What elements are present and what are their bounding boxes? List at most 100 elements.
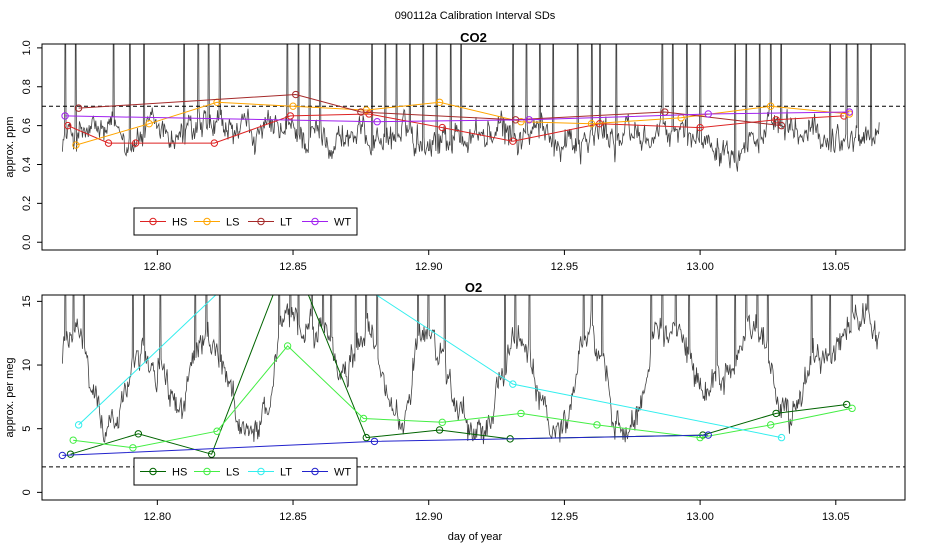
o2-series-ls-point — [517, 409, 525, 418]
co2-series-ls-point — [72, 141, 80, 149]
o2-y-tick-label: 15 — [21, 295, 33, 307]
o2-series-ls-point — [213, 427, 221, 435]
o2-series-hs-point — [134, 430, 143, 438]
o2-series-hs-point — [66, 450, 75, 458]
co2-y-axis-label: approx. ppm — [4, 116, 16, 177]
o2-series-ls-point — [129, 444, 137, 452]
co2-series-hs-line — [67, 113, 844, 144]
o2-series-lt-point — [509, 380, 517, 388]
co2-legend-wt-label: WT — [334, 217, 351, 229]
o2-series-ls-point — [283, 342, 292, 350]
o2-series-ls-point — [593, 421, 601, 429]
o2-legend-ls-marker — [203, 467, 211, 476]
o2-legend-wt-label: WT — [334, 467, 351, 479]
co2-x-tick-label: 12.90 — [415, 261, 443, 273]
co2-series-ls-point — [289, 102, 297, 110]
o2-x-tick-label: 13.00 — [686, 511, 714, 523]
co2-y-tick-label: 0.0 — [21, 235, 33, 250]
x-axis-label: day of year — [448, 531, 503, 543]
o2-series-ls-point — [696, 433, 704, 442]
o2-x-tick-label: 12.90 — [415, 511, 443, 523]
o2-series-lt-point — [777, 433, 786, 442]
co2-plot-frame — [41, 43, 906, 251]
co2-y-tick-label: 0.2 — [21, 196, 33, 211]
co2-series-lt-point — [777, 121, 786, 130]
co2-legend-lt-marker — [257, 217, 265, 226]
o2-x-tick-label: 12.95 — [551, 511, 579, 523]
co2-series-wt-point — [845, 108, 854, 116]
co2-series-lt-point — [292, 90, 300, 99]
o2-plot-frame — [41, 294, 906, 501]
co2-legend: HS LS LT WT — [133, 207, 358, 236]
o2-series-ls-point — [438, 418, 446, 427]
co2-sd-trace — [62, 44, 880, 172]
co2-legend-hs-marker — [149, 217, 157, 226]
o2-series-ls-point — [69, 436, 77, 444]
o2-series-wt-point — [704, 431, 712, 439]
co2-series-hs-point — [772, 116, 780, 124]
co2-series-hs-point — [286, 112, 295, 120]
co2-series-hs-point — [64, 121, 72, 130]
co2-x-tick-label: 12.95 — [551, 261, 579, 273]
co2-series-ls-point — [845, 110, 854, 118]
o2-legend-lt-label: LT — [280, 467, 292, 479]
co2-series-ls-point — [435, 98, 444, 107]
co2-series-wt-line — [65, 111, 850, 123]
o2-series-hs-point — [362, 433, 371, 442]
o2-legend-lt-marker — [257, 467, 265, 476]
o2-y-tick-label: 10 — [21, 359, 33, 371]
o2-panel: O2 approx. per meg 0 5 10 15 12.80 12.85 12.90 12… — [4, 280, 906, 523]
co2-series-hs-point — [696, 123, 704, 132]
co2-panel: CO2 approx. ppm 0.0 0.2 0.4 0.6 0.8 1.0 12.80 12.… — [4, 30, 906, 273]
co2-legend-wt-marker — [311, 217, 319, 226]
o2-series-hs-point — [207, 450, 216, 458]
o2-y-axis-label: approx. per meg — [4, 357, 16, 437]
o2-series-hs-line — [70, 295, 847, 455]
o2-y-tick-label: 0 — [21, 489, 33, 495]
co2-series-wt-point — [373, 118, 381, 126]
figure-title: 090112a Calibration Interval SDs — [395, 10, 556, 22]
co2-series-hs-point — [131, 139, 140, 147]
co2-series-ls-point — [766, 102, 775, 110]
o2-legend-hs-marker — [149, 467, 157, 476]
co2-series-ls-point — [145, 119, 153, 128]
o2-series-hs-point — [772, 409, 780, 418]
co2-y-tick-label: 0.6 — [21, 118, 33, 133]
o2-series-hs-point — [842, 400, 851, 409]
co2-y-tick-label: 0.4 — [21, 157, 33, 172]
co2-series-wt-point — [61, 112, 69, 120]
co2-series-lt-point — [74, 104, 83, 112]
o2-series-lt-line — [78, 295, 782, 439]
co2-series-hs-point — [438, 123, 446, 132]
co2-x-tick-label: 12.80 — [144, 261, 172, 273]
o2-series-hs-point — [435, 426, 444, 434]
co2-legend-ls-marker — [203, 217, 211, 226]
co2-series-wt-point — [704, 110, 712, 118]
co2-series-hs-point — [104, 139, 113, 147]
o2-x-tick-label: 12.85 — [279, 511, 307, 523]
o2-legend: HS LS LT WT — [133, 457, 358, 486]
o2-series-wt-point — [370, 437, 379, 446]
co2-y-tick-label: 0.8 — [21, 79, 33, 94]
o2-series-lt-point — [74, 421, 83, 429]
co2-series-lt-point — [357, 108, 365, 116]
o2-sd-trace — [62, 295, 880, 445]
co2-legend-ls-label: LS — [226, 217, 239, 229]
co2-x-tick-label: 12.85 — [279, 261, 307, 273]
co2-legend-hs-label: HS — [172, 217, 187, 229]
co2-x-tick-label: 13.00 — [686, 261, 714, 273]
o2-y-tick-label: 5 — [21, 426, 33, 432]
co2-series-ls-point — [587, 119, 596, 128]
o2-legend-hs-label: HS — [172, 467, 187, 479]
co2-y-tick-label: 1.0 — [21, 40, 33, 55]
o2-series-ls-line — [73, 345, 853, 449]
co2-panel-title: CO2 — [460, 30, 487, 45]
co2-series-hs-point — [509, 137, 517, 145]
co2-x-tick-label: 13.05 — [822, 261, 850, 273]
o2-panel-title: O2 — [465, 280, 482, 295]
o2-series-wt-point — [58, 451, 67, 460]
co2-legend-lt-label: LT — [280, 217, 292, 229]
o2-legend-wt-marker — [311, 467, 319, 476]
o2-series-ls-point — [848, 404, 856, 413]
